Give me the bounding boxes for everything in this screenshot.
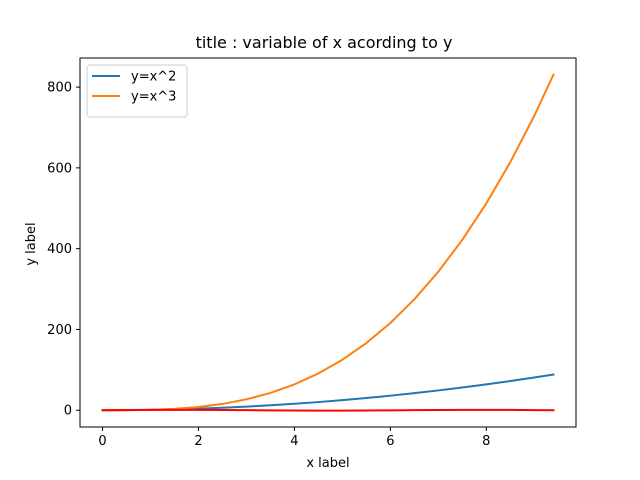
x-tick-label: 4 — [290, 434, 298, 449]
x-tick-label: 2 — [194, 434, 202, 449]
plot-area — [79, 57, 577, 428]
x-axis-ticks: 0 2 4 6 8 — [98, 427, 490, 449]
legend: y=x^2 y=x^3 — [86, 64, 188, 118]
series-line-1 — [101, 73, 555, 412]
y-tick-label: 800 — [47, 81, 72, 96]
series-line-2 — [101, 408, 555, 412]
y-tick-label: 0 — [64, 404, 72, 419]
x-axis-label: x label — [306, 456, 349, 471]
y-axis-ticks: 0 200 400 600 800 — [47, 81, 80, 419]
y-tick-label: 200 — [47, 323, 72, 338]
chart-title: title : variable of x acording to y — [196, 33, 453, 52]
x-tick-label: 6 — [386, 434, 394, 449]
x-tick-label: 0 — [98, 434, 106, 449]
y-tick-label: 600 — [47, 161, 72, 176]
x-tick-label: 8 — [482, 434, 490, 449]
legend-label: y=x^2 — [131, 70, 176, 85]
legend-box — [86, 64, 188, 118]
axes-frame — [79, 57, 577, 428]
y-tick-label: 400 — [47, 242, 72, 257]
y-axis-label: y label — [24, 222, 39, 265]
legend-label: y=x^3 — [131, 90, 176, 105]
